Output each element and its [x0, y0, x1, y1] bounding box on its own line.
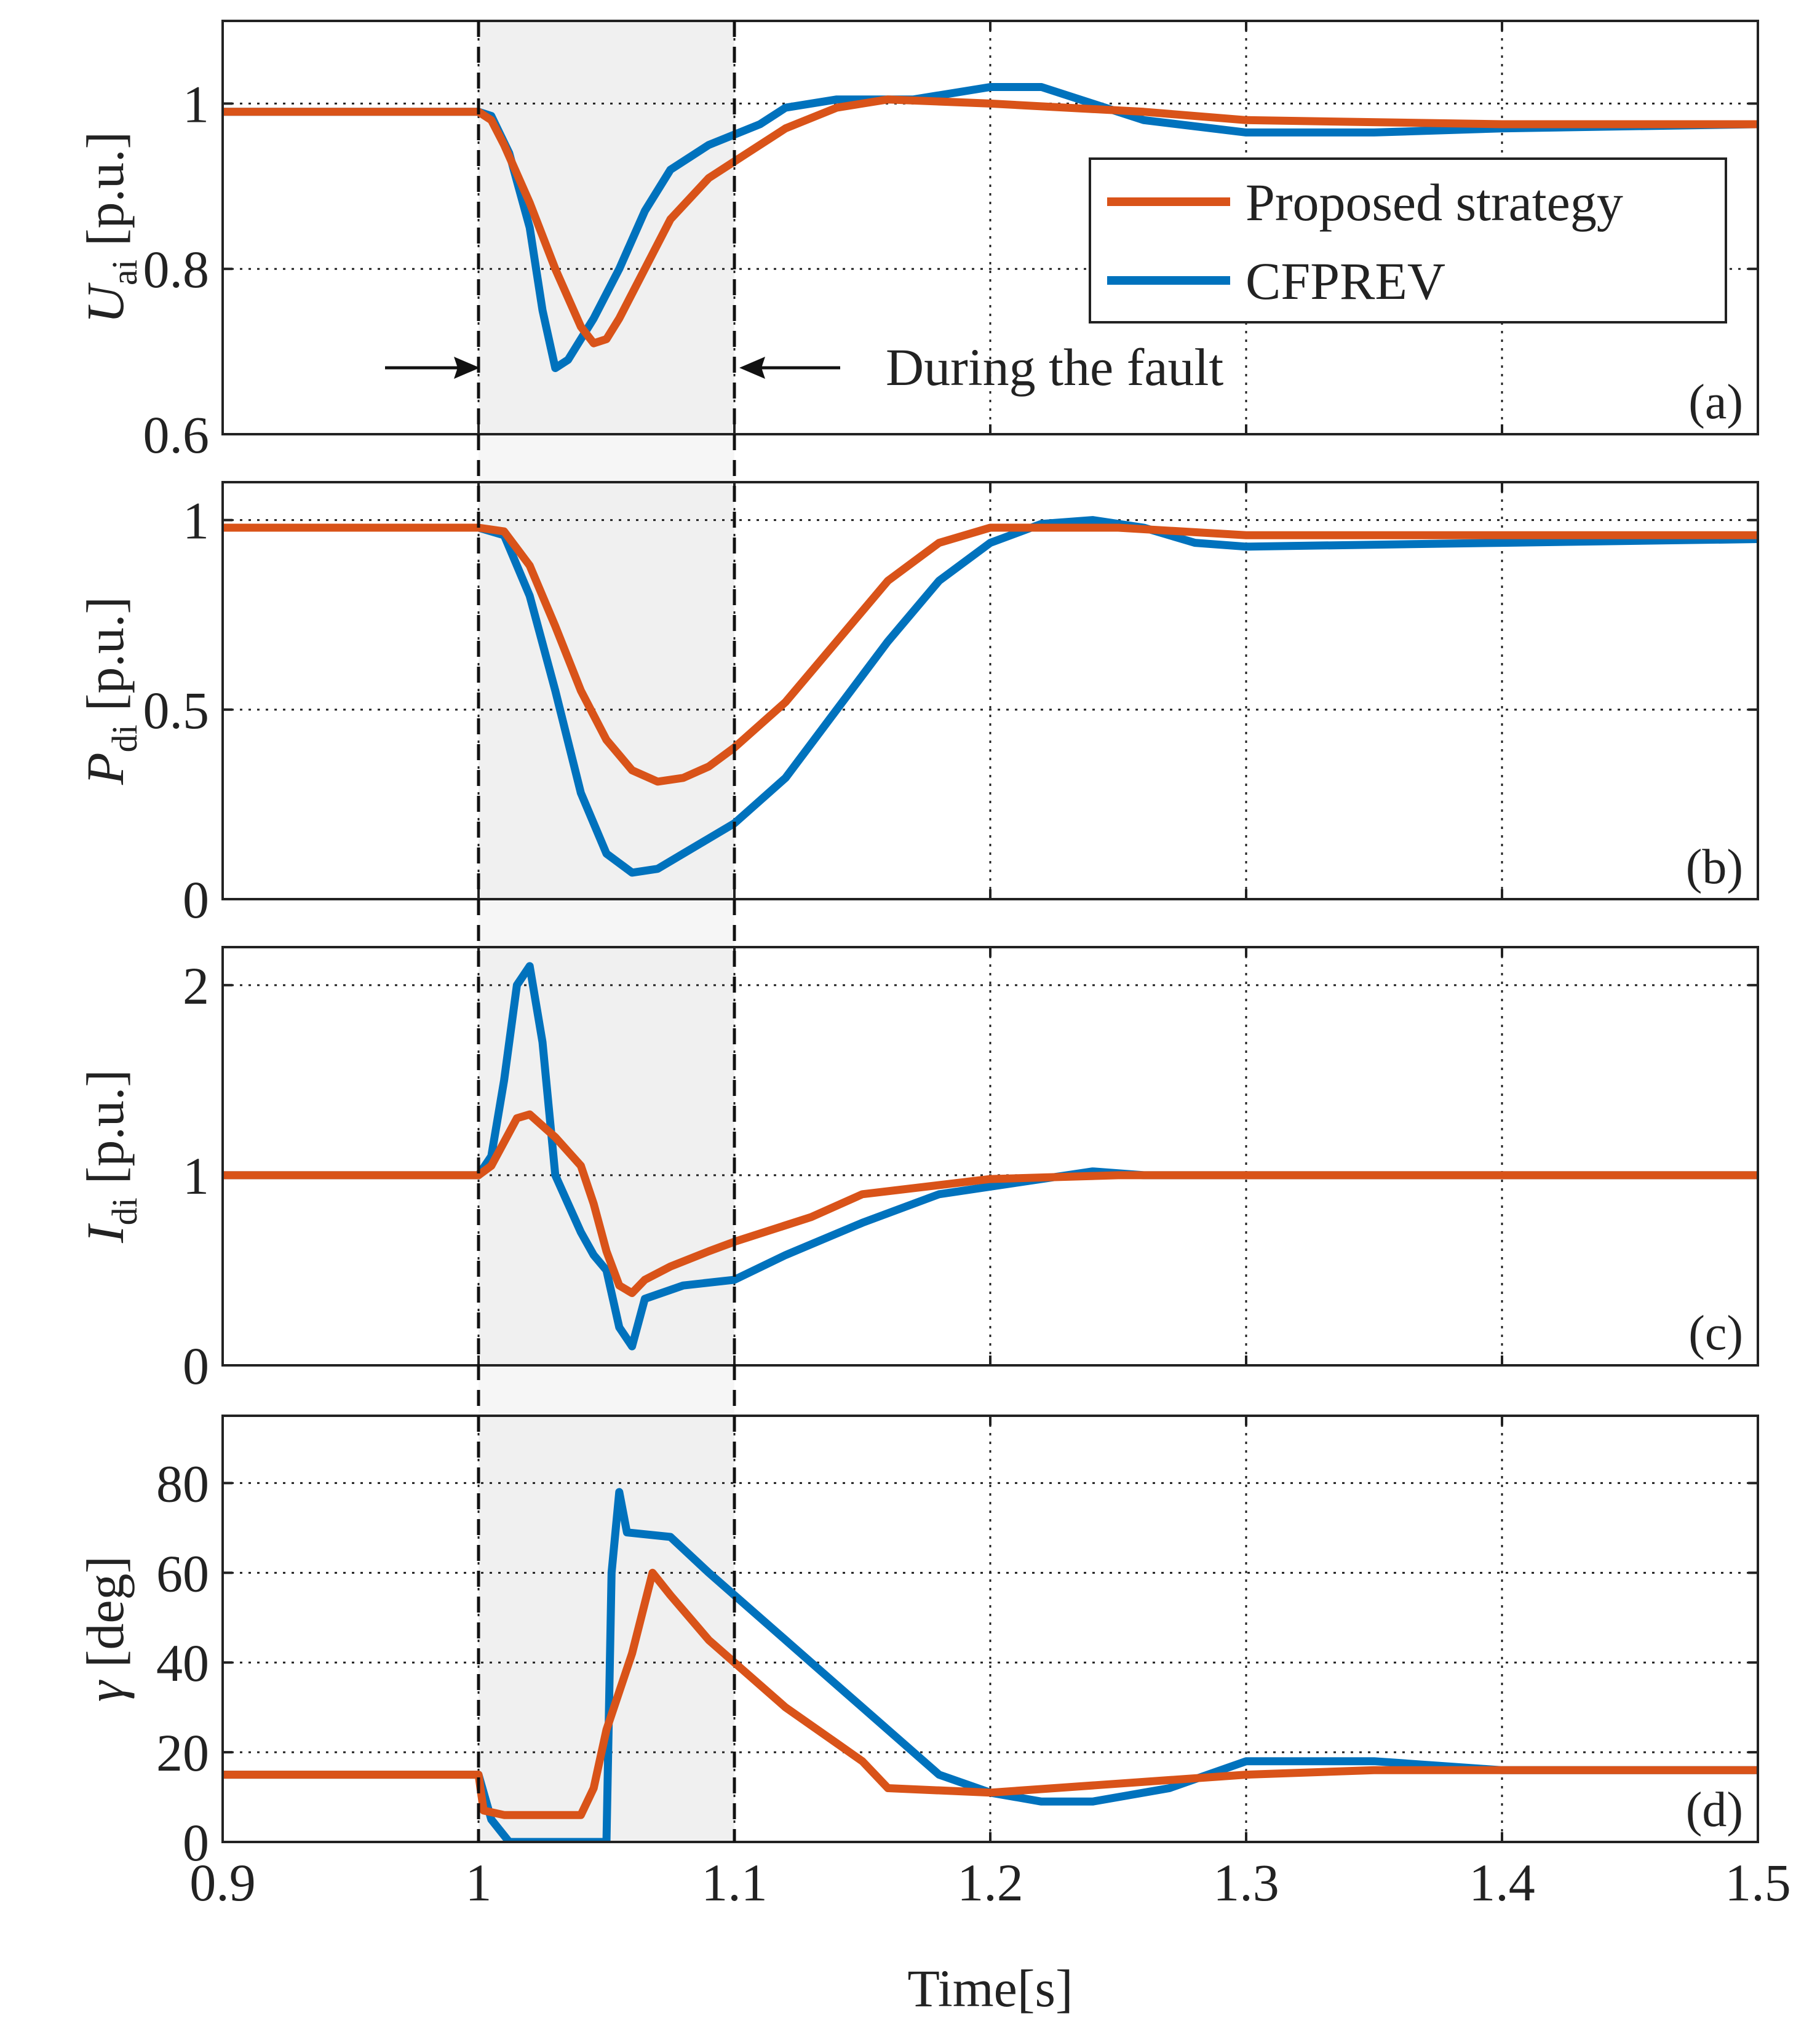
annotation-during-fault: During the fault: [886, 338, 1223, 397]
panel-b: 0 0.5 1 (b) Pdi [p.u.]: [76, 481, 1759, 929]
y-axis-label-main: P: [76, 752, 135, 785]
y-tick-label: 1: [183, 1146, 209, 1205]
panel-tag: (c): [1688, 1306, 1743, 1360]
y-tick-label: 1: [183, 491, 209, 550]
x-tick-label: 0.9: [189, 1853, 256, 1912]
fault-shade-between: [479, 434, 734, 1842]
x-tick-label: 1.2: [957, 1853, 1023, 1912]
y-tick-label: 2: [183, 956, 209, 1015]
panel-c: 0 1 2 (c) Idi [p.u.]: [76, 946, 1759, 1395]
x-axis-label: Time[s]: [907, 1959, 1073, 2018]
y-axis-label: Pdi [p.u.]: [76, 597, 145, 785]
series-line-proposed: [223, 1568, 1758, 1819]
y-axis-label: Idi [p.u.]: [76, 1070, 145, 1244]
panel-tag: (b): [1686, 840, 1743, 894]
series-line-proposed: [223, 1110, 1758, 1297]
legend-label-cfprev: CFPREV: [1246, 252, 1445, 311]
x-tick-label: 1.1: [701, 1853, 768, 1912]
y-axis-label-subscript: di: [105, 724, 145, 752]
legend: Proposed strategy CFPREV: [1089, 157, 1727, 323]
fault-window-shading: [479, 21, 734, 1842]
y-axis-label: Uai [p.u.]: [76, 132, 145, 323]
x-axis-ticks: 0.9 1 1.1 1.2 1.3 1.4 1.5: [189, 1853, 1791, 1912]
fault-shade-0: [479, 21, 734, 434]
fault-boundary-lines: [477, 21, 736, 1842]
y-axis-label-unit: [p.u.]: [76, 1070, 135, 1184]
panel-d: 0 20 40 60 80 (d) γ [deg]: [76, 1415, 1759, 1872]
y-axis-label-unit: [deg]: [76, 1556, 135, 1667]
axes-box: [221, 1415, 1759, 1843]
y-tick-label: 0: [183, 1813, 209, 1872]
right-arrow-head: [739, 357, 765, 379]
y-axis-label-unit: [p.u.]: [76, 132, 135, 246]
legend-box: [1089, 157, 1727, 323]
y-tick-label: 0: [183, 1336, 209, 1395]
y-axis-label-main: I: [76, 1223, 135, 1244]
panel-a: 0.6 0.8 1 (a) Uai [p.u.]: [76, 20, 1759, 464]
y-axis-label: γ [deg]: [76, 1556, 135, 1702]
axes-box: [221, 20, 1759, 435]
panel-tag: (a): [1688, 375, 1743, 429]
axes-box: [221, 946, 1759, 1367]
y-tick-label: 80: [156, 1454, 209, 1513]
y-axis-label-unit: [p.u.]: [76, 597, 135, 711]
series-line-cfprev: [223, 83, 1758, 372]
x-tick-label: 1.3: [1213, 1853, 1279, 1912]
fault-annotation: During the fault: [385, 338, 1223, 397]
y-tick-label: 60: [156, 1544, 209, 1603]
y-tick-label: 0.5: [143, 681, 210, 740]
y-tick-label: 0.6: [143, 405, 210, 464]
x-tick-label: 1.5: [1725, 1853, 1791, 1912]
y-tick-label: 20: [156, 1723, 209, 1782]
series-line-proposed: [223, 95, 1758, 347]
y-tick-label: 0.8: [143, 240, 210, 299]
panel-tag: (d): [1686, 1783, 1743, 1837]
legend-label-proposed: Proposed strategy: [1246, 173, 1623, 232]
series-line-proposed: [223, 523, 1758, 786]
axes-box: [221, 481, 1759, 900]
x-tick-label: 1.4: [1469, 1853, 1535, 1912]
series-line-cfprev: [223, 962, 1758, 1351]
y-tick-label: 40: [156, 1633, 209, 1693]
y-tick-label: 0: [183, 870, 209, 929]
y-axis-label-subscript: ai: [105, 260, 145, 285]
y-tick-label: 1: [183, 74, 209, 133]
left-arrow-head: [454, 357, 480, 379]
y-axis-label-main: U: [76, 282, 135, 323]
x-tick-label: 1: [466, 1853, 492, 1912]
y-axis-label-main: γ: [76, 1680, 135, 1702]
y-axis-label-subscript: di: [105, 1197, 145, 1225]
